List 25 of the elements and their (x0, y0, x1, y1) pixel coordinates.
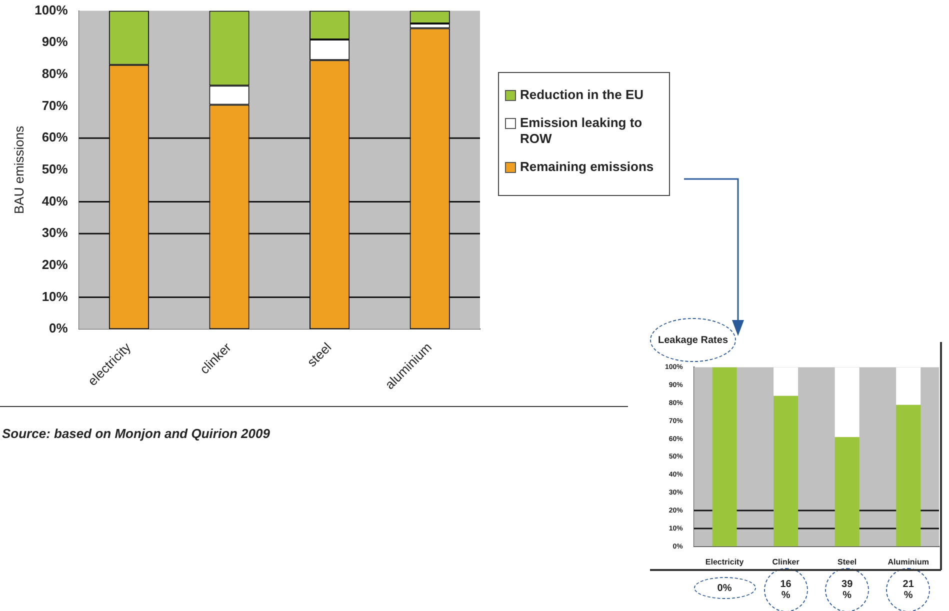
text: 0% (694, 577, 756, 599)
legend-label: Remaining emissions (520, 159, 654, 175)
text: 16 % (764, 568, 808, 611)
x-tick-label: Electricity (705, 557, 744, 566)
legend-label: Emission leaking to ROW (520, 115, 644, 147)
text: 21 % (886, 568, 930, 611)
y-tick-label: 100% (34, 2, 68, 18)
y-tick-label: 60% (42, 130, 68, 145)
y-tick-label: 50% (42, 162, 68, 177)
y-tick-label: 70% (42, 98, 68, 113)
x-tick-label: Steel (838, 557, 857, 566)
y-tick-label: 10% (42, 288, 68, 304)
x-tick-label: Aluminium (888, 557, 930, 566)
x-tick-label: Clinker (772, 557, 800, 566)
text: 39 % (825, 568, 870, 611)
y-tick-label: 80% (42, 66, 68, 82)
chart-title: Leakage Rates (650, 318, 736, 362)
y-tick-label: 30% (42, 225, 68, 240)
y-tick-label: 40% (42, 193, 68, 208)
y-tick-label: 90% (42, 34, 68, 50)
source-note: Source: based on Monjon and Quirion 2009 (2, 426, 270, 441)
y-tick-label: 0% (49, 320, 68, 336)
legend-label: Reduction in the EU (520, 87, 644, 103)
y-tick-label: 20% (42, 257, 68, 272)
y-axis-title: BAU emissions (11, 125, 26, 214)
